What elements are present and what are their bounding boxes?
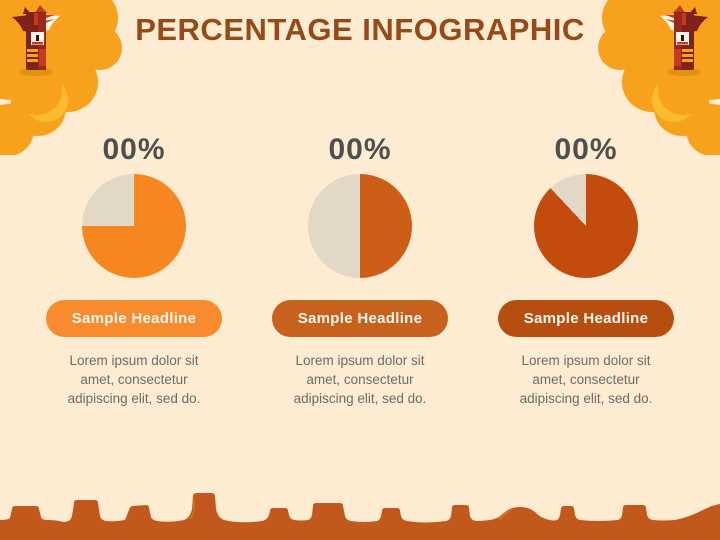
headline-label: Sample Headline	[297, 310, 423, 327]
headline-pill: Sample Headline	[498, 300, 674, 337]
percentage-card-1: 00% Sample Headline Lorem ipsum dolor si…	[34, 133, 234, 408]
pie-chart	[308, 174, 412, 278]
percentage-card-2: 00% Sample Headline Lorem ipsum dolor si…	[260, 133, 460, 408]
pie-chart	[82, 174, 186, 278]
headline-pill: Sample Headline	[272, 300, 448, 337]
percent-label: 00%	[328, 133, 392, 166]
percent-label: 00%	[102, 133, 166, 166]
desert-mesa-border-icon	[0, 493, 720, 540]
page-title: PERCENTAGE INFOGRAPHIC	[135, 12, 585, 47]
pie-chart	[534, 174, 638, 278]
headline-pill: Sample Headline	[46, 300, 222, 337]
percent-label: 00%	[554, 133, 618, 166]
body-text: Lorem ipsum dolor sit amet, consectetur …	[67, 353, 201, 406]
body-text: Lorem ipsum dolor sit amet, consectetur …	[519, 353, 653, 406]
cards-row: 00% Sample Headline Lorem ipsum dolor si…	[0, 133, 720, 408]
headline-label: Sample Headline	[71, 310, 197, 327]
headline-label: Sample Headline	[523, 310, 649, 327]
percentage-card-3: 00% Sample Headline Lorem ipsum dolor si…	[486, 133, 686, 408]
body-text: Lorem ipsum dolor sit amet, consectetur …	[293, 353, 427, 406]
